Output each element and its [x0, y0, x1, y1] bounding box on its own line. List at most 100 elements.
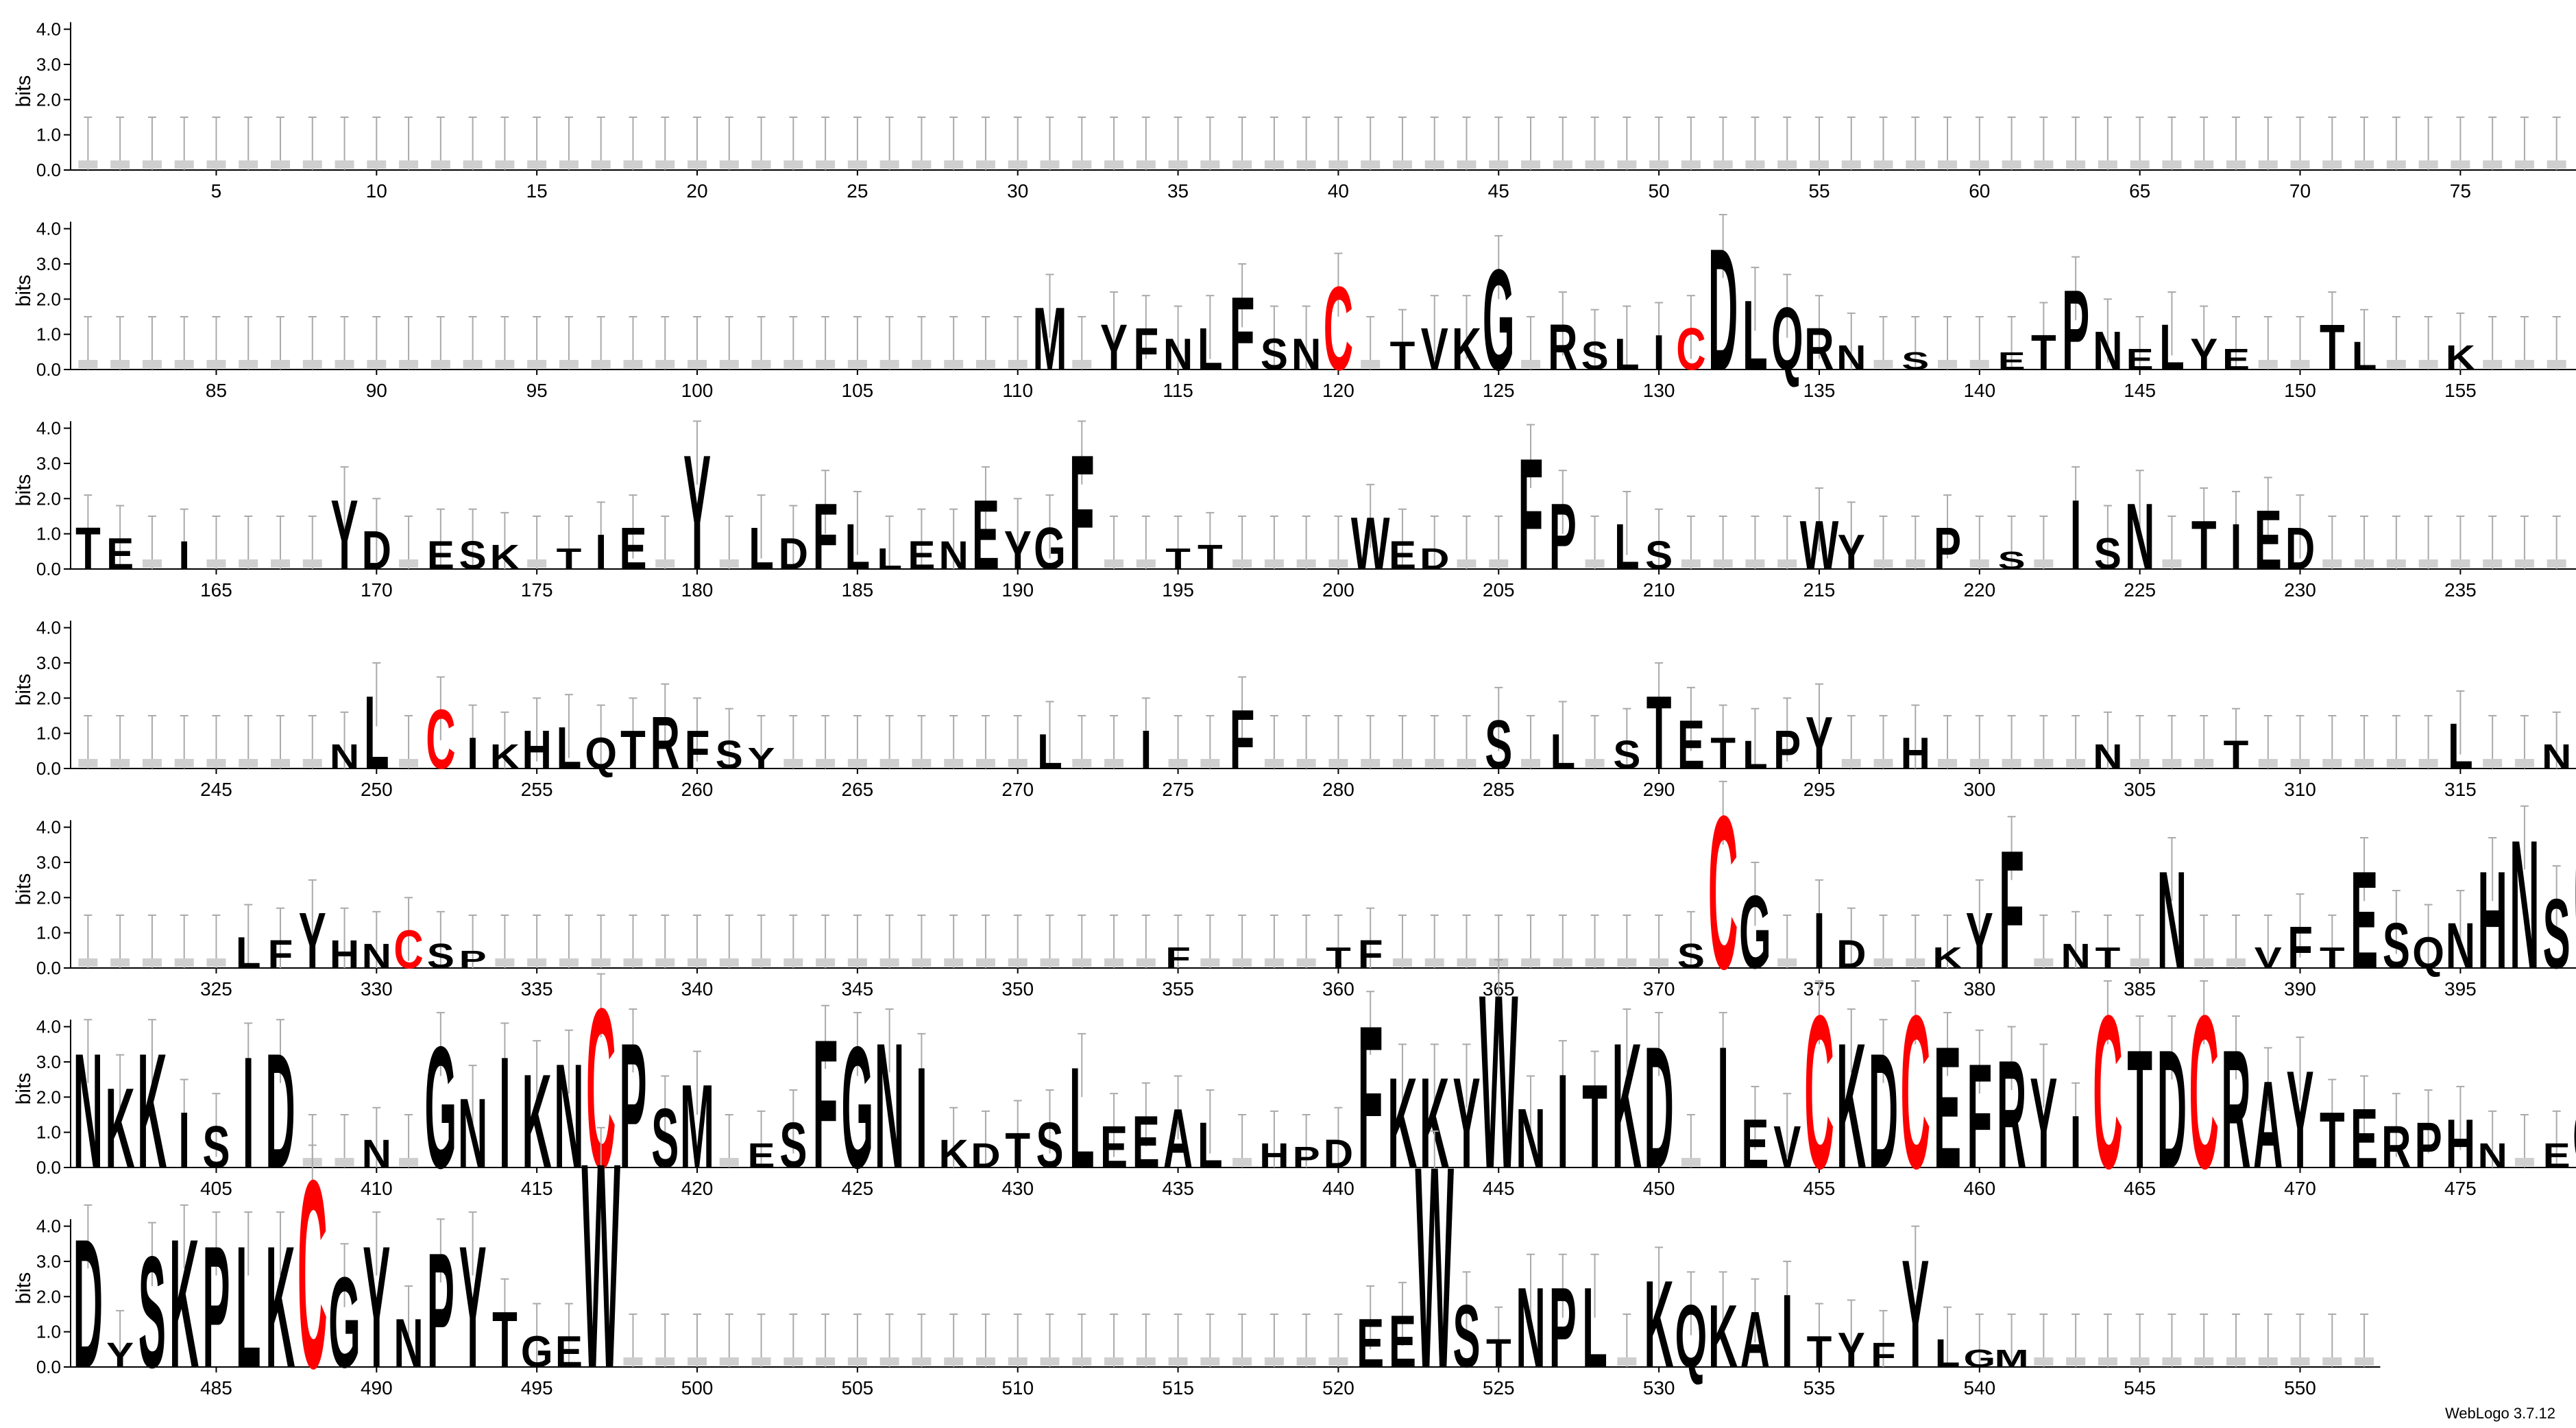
- residue-glyph: L: [1198, 1109, 1223, 1181]
- low-info-stack: [688, 1357, 707, 1366]
- residue-glyph: T: [1198, 537, 1223, 577]
- low-info-stack: [1232, 559, 1252, 568]
- residue-glyph: A: [1163, 1091, 1193, 1186]
- residue-glyph: Q: [1675, 1286, 1708, 1386]
- low-info-stack: [2066, 160, 2086, 169]
- x-tick-label: 405: [200, 1178, 232, 1199]
- low-info-stack: [751, 360, 771, 368]
- low-info-stack: [206, 160, 226, 169]
- low-info-stack: [2162, 1357, 2182, 1366]
- low-info-stack: [944, 360, 964, 368]
- low-info-stack: [975, 360, 995, 368]
- low-info-stack: [655, 360, 675, 368]
- x-tick-label: 120: [1322, 380, 1354, 401]
- x-tick-label: 490: [361, 1377, 393, 1399]
- low-info-stack: [1264, 1357, 1284, 1366]
- residue-glyph: G: [521, 1327, 553, 1377]
- residue-glyph: H: [1901, 729, 1930, 779]
- low-info-stack: [655, 160, 675, 169]
- residue-glyph: Y: [363, 1211, 390, 1405]
- residue-glyph: H: [1259, 1136, 1289, 1175]
- residue-glyph: V: [1421, 315, 1448, 383]
- low-info-stack: [1072, 759, 1092, 767]
- low-info-stack: [2386, 759, 2406, 767]
- residue-glyph: T: [1647, 674, 1672, 791]
- x-tick-label: 470: [2284, 1178, 2316, 1199]
- logo-row-3: bits 0.0 1.0 2.0 3.0 4.0 165 170 175 180 185 190 195…: [12, 418, 2576, 604]
- residue-glyph: I: [2231, 511, 2242, 583]
- x-tick-label: 495: [521, 1377, 553, 1399]
- residue-glyph: F: [2287, 914, 2313, 981]
- low-info-stack: [1104, 559, 1124, 568]
- residue-glyph: Y: [2287, 1042, 2314, 1197]
- x-tick-label: 395: [2444, 978, 2477, 1000]
- low-info-stack: [1168, 759, 1188, 767]
- low-info-stack: [1585, 759, 1605, 767]
- low-info-stack: [1200, 958, 1220, 967]
- low-info-stack: [1104, 1357, 1124, 1366]
- low-info-stack: [1361, 759, 1381, 767]
- low-info-stack: [2194, 958, 2214, 967]
- low-info-stack: [2066, 759, 2086, 767]
- residue-glyph: Y: [1838, 525, 1865, 581]
- x-tick-label: 355: [1162, 978, 1194, 1000]
- residue-glyph: K: [522, 1046, 551, 1196]
- x-tick-label: 445: [1483, 1178, 1515, 1199]
- x-tick-label: 115: [1163, 380, 1193, 401]
- low-info-stack: [1168, 1357, 1188, 1366]
- y-tick-label: 4.0: [36, 817, 61, 838]
- x-tick-label: 325: [200, 978, 232, 1000]
- residue-glyph: T: [2127, 1016, 2152, 1205]
- low-info-stack: [879, 1357, 899, 1366]
- low-info-stack: [1841, 160, 1861, 169]
- x-tick-label: 260: [681, 779, 714, 800]
- x-tick-label: 270: [1001, 779, 1034, 800]
- x-tick-label: 335: [521, 978, 553, 1000]
- x-tick-label: 200: [1322, 579, 1354, 601]
- x-tick-label: 255: [521, 779, 553, 800]
- low-info-stack: [2258, 1357, 2278, 1366]
- low-info-stack: [1521, 958, 1541, 967]
- low-info-stack: [1264, 958, 1284, 967]
- low-info-stack: [1617, 1357, 1637, 1366]
- low-info-stack: [1873, 958, 1893, 967]
- low-info-stack: [2514, 559, 2534, 568]
- x-tick-label: 55: [1808, 180, 1830, 202]
- low-info-stack: [1424, 759, 1444, 767]
- residue-glyph: A: [1740, 1294, 1770, 1384]
- low-info-stack: [1906, 958, 1925, 967]
- residue-glyph: R: [2381, 1113, 2411, 1181]
- low-info-stack: [527, 958, 547, 967]
- y-tick-label: 2.0: [36, 1087, 61, 1107]
- residue-glyph: E: [748, 1136, 775, 1175]
- residue-glyph: K: [1452, 315, 1481, 383]
- low-info-stack: [2386, 360, 2406, 368]
- low-info-stack: [655, 958, 675, 967]
- low-info-stack: [2034, 958, 2054, 967]
- y-tick-label: 3.0: [36, 453, 61, 474]
- x-tick-label: 300: [1963, 779, 1995, 800]
- residue-glyph: C: [1324, 261, 1353, 395]
- low-info-stack: [271, 360, 291, 368]
- residue-glyph: T: [2320, 1095, 2345, 1185]
- residue-glyph: C: [426, 692, 455, 787]
- residue-glyph: L: [1582, 1264, 1607, 1392]
- residue-glyph: N: [2061, 936, 2090, 976]
- residue-glyph: K: [490, 737, 520, 776]
- residue-glyph: C: [297, 1126, 327, 1425]
- x-tick-label: 380: [1963, 978, 1995, 1000]
- low-info-stack: [1200, 1357, 1220, 1366]
- residue-glyph: Q: [2412, 928, 2444, 978]
- low-info-stack: [2194, 160, 2214, 169]
- y-tick-label: 0.0: [36, 359, 61, 380]
- low-info-stack: [1489, 559, 1509, 568]
- residue-glyph: D: [1420, 543, 1449, 576]
- x-tick-label: 330: [361, 978, 393, 1000]
- residue-glyph: G: [425, 1011, 457, 1206]
- low-info-stack: [1361, 360, 1381, 368]
- y-tick-label: 4.0: [36, 1017, 61, 1037]
- low-info-stack: [2098, 1357, 2117, 1366]
- low-info-stack: [623, 360, 643, 368]
- low-info-stack: [944, 958, 964, 967]
